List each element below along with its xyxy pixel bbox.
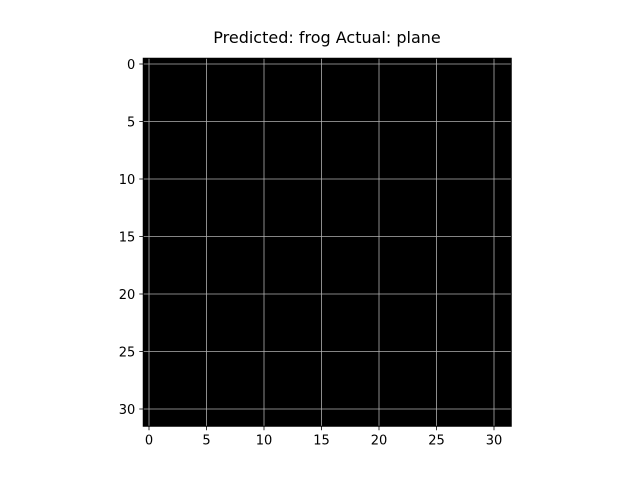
x-tick-label: 20 xyxy=(371,433,388,448)
y-tick-label: 25 xyxy=(119,346,136,361)
x-tick-label: 5 xyxy=(202,433,210,448)
y-tick-label: 15 xyxy=(119,231,136,246)
axes: 0 5 10 15 20 25 30 0 5 10 15 20 25 30 xyxy=(119,58,512,448)
y-tick-label: 5 xyxy=(127,116,135,131)
x-tick-label: 25 xyxy=(428,433,445,448)
x-tick-label: 10 xyxy=(256,433,273,448)
x-tick-label: 30 xyxy=(486,433,503,448)
y-tick-label: 20 xyxy=(119,288,136,303)
chart-title: Predicted: frog Actual: plane xyxy=(213,28,440,47)
y-tick-label: 30 xyxy=(119,403,136,418)
x-tick-label: 0 xyxy=(145,433,153,448)
image-background xyxy=(143,58,512,427)
y-tick-label: 0 xyxy=(127,58,135,73)
x-tick-label: 15 xyxy=(313,433,330,448)
axes-frame xyxy=(142,57,512,427)
y-tick-label: 10 xyxy=(119,173,136,188)
